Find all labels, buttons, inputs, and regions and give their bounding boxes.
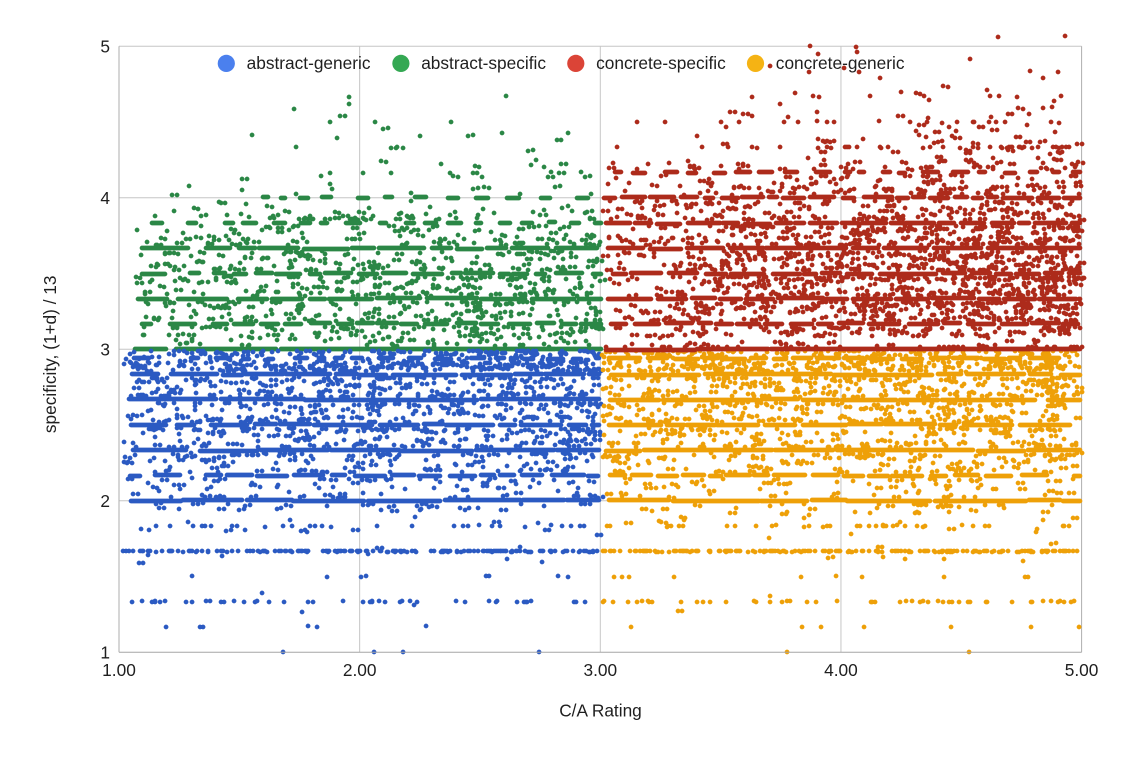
svg-text:abstract-generic: abstract-generic — [247, 53, 371, 73]
svg-text:4: 4 — [100, 188, 110, 208]
svg-text:2.00: 2.00 — [343, 660, 377, 680]
svg-text:3.00: 3.00 — [583, 660, 617, 680]
svg-text:abstract-specific: abstract-specific — [421, 53, 546, 73]
svg-text:1: 1 — [100, 642, 110, 662]
svg-text:4.00: 4.00 — [824, 660, 858, 680]
svg-text:5: 5 — [100, 36, 110, 56]
svg-text:1.00: 1.00 — [102, 660, 136, 680]
svg-text:2: 2 — [100, 491, 110, 511]
svg-text:concrete-generic: concrete-generic — [776, 53, 905, 73]
svg-text:3: 3 — [100, 339, 110, 359]
svg-text:C/A Rating: C/A Rating — [559, 700, 642, 720]
svg-text:5.00: 5.00 — [1065, 660, 1099, 680]
svg-text:specificity, (1+d) / 13: specificity, (1+d) / 13 — [40, 275, 60, 433]
svg-text:concrete-specific: concrete-specific — [596, 53, 726, 73]
